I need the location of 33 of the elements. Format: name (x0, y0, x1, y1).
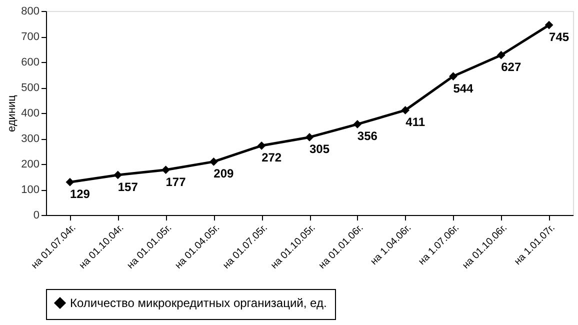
point (114, 170, 122, 180)
data-label: 177 (166, 174, 186, 189)
data-label: 745 (549, 30, 570, 44)
y-tick-label: 700 (21, 31, 40, 43)
y-tick-label: 600 (21, 56, 40, 68)
data-label: 627 (501, 60, 522, 74)
y-tick-label: 300 (21, 133, 40, 145)
data-label: 209 (214, 166, 234, 181)
data-label: 272 (262, 150, 282, 165)
data-label: 544 (453, 81, 474, 96)
point (353, 120, 362, 128)
point (66, 178, 74, 186)
data-label: 129 (70, 187, 90, 202)
data-label: 305 (309, 142, 330, 156)
data-label: 356 (357, 129, 378, 144)
point (401, 106, 410, 114)
y-axis-title: единиц (6, 94, 18, 132)
point (210, 158, 218, 166)
point (544, 20, 554, 30)
data-label: 411 (406, 115, 426, 130)
point (162, 166, 170, 174)
point (257, 141, 266, 150)
data-label: 157 (118, 180, 138, 194)
y-tick-label: 500 (21, 82, 40, 94)
point (496, 50, 506, 60)
y-tick-label: 0 (33, 210, 40, 222)
legend-label: Количество микрокредитных организаций, ед. (70, 296, 327, 310)
y-tick-label: 100 (21, 184, 40, 196)
y-tick-label: 800 (21, 6, 40, 18)
y-tick-label: 400 (21, 108, 40, 120)
point (449, 72, 458, 80)
point (305, 133, 314, 142)
y-tick-label: 200 (21, 158, 40, 170)
